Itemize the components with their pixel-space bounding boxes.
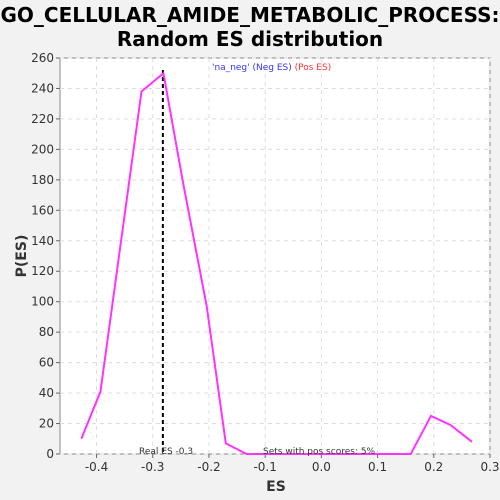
y-tick-label: 100 [31, 295, 54, 309]
y-tick-label: 140 [31, 234, 54, 248]
pos-scores-label: Sets with pos scores: 5% [263, 447, 376, 457]
real-es-label: Real ES -0.3 [139, 447, 193, 457]
y-axis-ticks: 0 20 40 60 80 100 120 140 160 180 200 220 240 260 [31, 51, 60, 461]
chart-title-line2: Random ES distribution [117, 27, 383, 51]
x-tick-label: -0.2 [197, 460, 220, 474]
plot-area [59, 57, 491, 455]
x-tick-label: 0.3 [480, 460, 499, 474]
legend-neg-es: 'na_neg' (Neg ES) [212, 63, 292, 73]
x-tick-label: -0.1 [253, 460, 276, 474]
x-tick-label: 0.1 [368, 460, 387, 474]
legend-pos-es: (Pos ES) [295, 63, 332, 73]
grid-lines [60, 57, 491, 455]
y-tick-label: 160 [31, 203, 54, 217]
y-tick-label: 220 [31, 112, 54, 126]
y-tick-label: 80 [39, 325, 54, 339]
series-line [80, 71, 473, 455]
x-axis-ticks: -0.4 -0.3 -0.2 -0.1 0.0 0.1 0.2 0.3 [85, 454, 500, 474]
y-tick-label: 120 [31, 264, 54, 278]
x-tick-label: -0.4 [85, 460, 108, 474]
y-axis-label: P(ES) [14, 235, 30, 278]
y-tick-label: 240 [31, 81, 54, 95]
y-tick-label: 20 [39, 417, 54, 431]
y-tick-label: 260 [31, 51, 54, 65]
y-tick-label: 180 [31, 173, 54, 187]
x-tick-label: -0.3 [141, 460, 164, 474]
y-tick-label: 60 [39, 356, 54, 370]
y-tick-label: 0 [46, 447, 54, 461]
legend: 'na_neg' (Neg ES) (Pos ES) [212, 63, 331, 73]
x-tick-label: 0.2 [424, 460, 443, 474]
x-axis-label: ES [266, 479, 286, 495]
chart-title-line1: GO_CELLULAR_AMIDE_METABOLIC_PROCESS: [0, 3, 499, 27]
y-tick-label: 40 [39, 386, 54, 400]
x-tick-label: 0.0 [312, 460, 331, 474]
y-tick-label: 200 [31, 142, 54, 156]
